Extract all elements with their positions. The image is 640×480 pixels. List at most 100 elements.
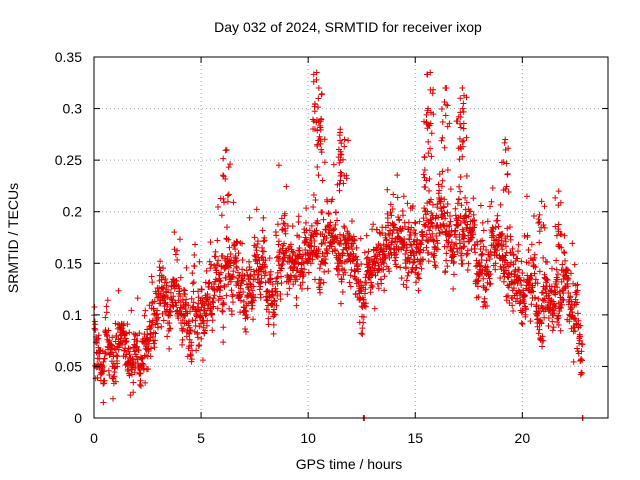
data-point [320,279,327,286]
data-point [278,273,285,280]
data-point [225,236,232,243]
data-point [222,176,229,183]
data-point [544,277,551,284]
data-point [183,296,190,303]
data-point [229,299,236,306]
data-point [200,306,207,313]
data-point [400,193,407,200]
data-point [286,285,293,292]
data-point [536,219,543,226]
data-point [368,282,375,289]
data-point [454,249,461,256]
data-point [250,316,257,323]
data-point [579,357,586,364]
data-point [167,312,174,319]
data-point [546,307,553,314]
data-point [469,234,476,241]
data-point [214,305,221,312]
data-point [334,235,341,242]
data-point [191,263,198,270]
data-point [230,274,237,281]
data-point [190,279,197,286]
data-point [500,264,507,271]
y-tick-label: 0.35 [55,49,82,65]
data-point [457,109,464,116]
data-point [410,252,417,259]
data-point [456,156,463,163]
data-point [145,365,152,372]
data-point [545,292,552,299]
data-point [307,260,314,267]
data-point [300,251,307,258]
data-points [91,69,586,421]
data-point [311,126,318,133]
data-point [503,183,510,190]
data-point [572,328,579,335]
data-point [470,224,477,231]
data-point [112,320,119,327]
data-point [298,285,305,292]
data-point [565,275,572,282]
data-point [339,288,346,295]
data-point [261,272,268,279]
data-point [277,291,284,298]
data-point [222,274,229,281]
data-point [146,318,153,325]
data-point [324,250,331,257]
data-point [333,209,340,216]
data-point [219,295,226,302]
data-point [578,370,585,377]
data-point [460,228,467,235]
data-point [338,151,345,158]
data-point [311,243,318,250]
data-point [242,326,249,333]
data-point [459,84,466,91]
data-point [351,237,358,244]
data-point [113,352,120,359]
data-point [250,283,257,290]
data-point [207,239,214,246]
data-point [206,258,213,265]
data-point [230,268,237,275]
data-point [251,234,258,241]
data-point [381,287,388,294]
data-point [187,327,194,334]
data-point [504,225,511,232]
data-point [114,363,121,370]
data-point [552,194,559,201]
data-point [578,369,585,376]
data-point [554,271,561,278]
data-point [460,137,467,144]
data-point [436,187,443,194]
data-point [295,213,302,220]
data-point [558,231,565,238]
data-point [325,268,332,275]
data-point [151,298,158,305]
data-point [536,211,543,218]
data-point [421,223,428,230]
data-point [540,254,547,261]
data-point [426,227,433,234]
data-point [561,232,568,239]
data-point [427,69,434,76]
data-point [161,293,168,300]
data-point [142,379,149,386]
data-point [336,187,343,194]
data-point [519,320,526,327]
data-point [421,153,428,160]
data-point [465,260,472,267]
data-point [484,263,491,270]
axis-ticks [93,56,608,419]
data-point [209,298,216,305]
data-point [259,227,266,234]
data-point [294,276,301,283]
data-point [164,301,171,308]
data-point [351,275,358,282]
data-point [393,263,400,270]
data-point [518,258,525,265]
grid-lines [94,57,608,418]
data-point [124,358,131,365]
data-point [103,309,110,316]
data-point [570,358,577,365]
data-point [474,278,481,285]
